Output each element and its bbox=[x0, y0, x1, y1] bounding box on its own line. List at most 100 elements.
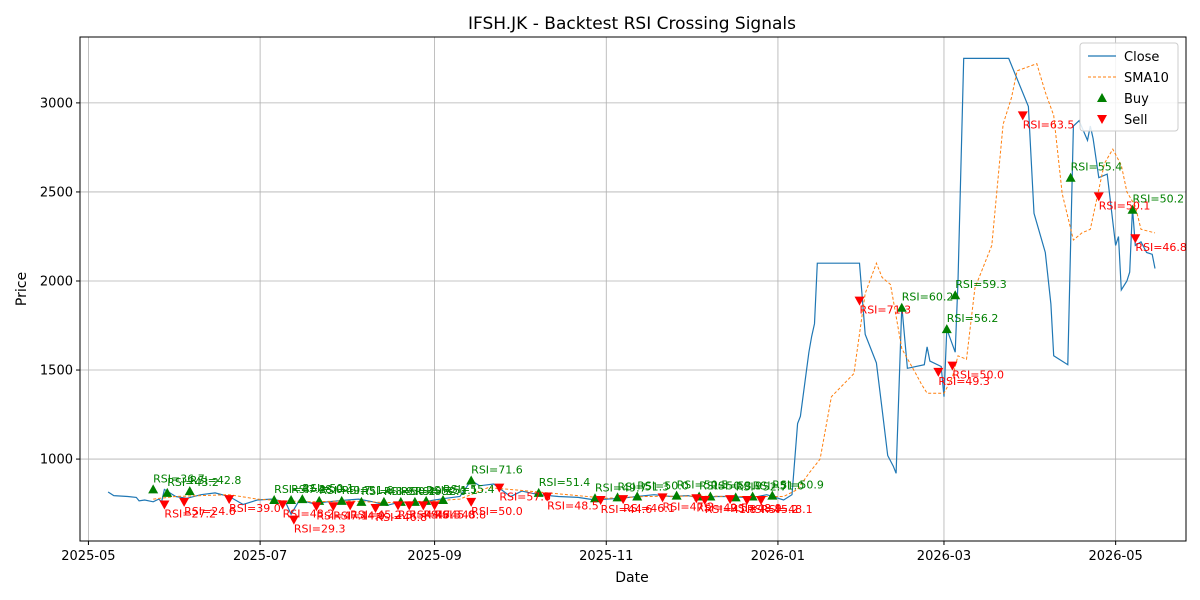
buy-annotation: RSI=50.0 bbox=[637, 479, 689, 492]
sell-marker bbox=[311, 502, 322, 512]
sell-annotation: RSI=50.0 bbox=[471, 505, 523, 518]
sell-marker bbox=[756, 496, 767, 506]
buy-marker bbox=[356, 496, 367, 506]
y-tick-label: 3000 bbox=[40, 96, 73, 111]
buy-annotation: RSI=59.3 bbox=[955, 278, 1007, 291]
sell-marker bbox=[404, 501, 415, 511]
buy-annotation: RSI=50.5 bbox=[677, 479, 729, 492]
buy-annotation: RSI=60.2 bbox=[902, 291, 954, 304]
buy-marker bbox=[148, 484, 159, 494]
buy-marker bbox=[896, 302, 907, 312]
buy-annotation: RSI=51.4 bbox=[539, 476, 591, 489]
chart-title: IFSH.JK - Backtest RSI Crossing Signals bbox=[468, 14, 796, 34]
x-tick-label: 2025-07 bbox=[233, 549, 287, 564]
y-axis-ticks: 1000 1500 2000 2500 3000 bbox=[40, 96, 80, 468]
buy-marker bbox=[269, 495, 280, 505]
sell-annotation: RSI=47.2 bbox=[663, 500, 715, 513]
sell-marker bbox=[618, 495, 629, 505]
buy-marker bbox=[533, 487, 544, 497]
legend-sell-label: Sell bbox=[1124, 113, 1147, 128]
sell-annotation: RSI=47.1 bbox=[316, 509, 368, 522]
sell-annotation: RSI=63.5 bbox=[1023, 118, 1075, 131]
sell-marker bbox=[418, 501, 429, 511]
buy-annotation: RSI=50.2 bbox=[1133, 193, 1185, 206]
sell-marker bbox=[657, 493, 668, 503]
buy-annotation: RSI=49.7 bbox=[319, 484, 371, 497]
buy-marker bbox=[297, 494, 308, 504]
buy-annotation: RSI=42.8 bbox=[190, 474, 242, 487]
sell-marker bbox=[328, 502, 339, 512]
buy-marker bbox=[378, 496, 389, 506]
sell-annotation: RSI=48.9 bbox=[730, 502, 782, 515]
sell-marker bbox=[741, 496, 752, 506]
y-tick-label: 1000 bbox=[40, 453, 73, 468]
x-axis-ticks: 2025-05 2025-07 2025-09 2025-11 2026-01 2026-… bbox=[61, 541, 1143, 564]
buy-annotation: RSI=51.3 bbox=[618, 480, 670, 493]
legend-sell-marker bbox=[1097, 115, 1107, 124]
legend-buy-label: Buy bbox=[1124, 92, 1149, 107]
buy-marker bbox=[438, 495, 449, 505]
buy-annotation: RSI=51.6 bbox=[342, 484, 394, 497]
buy-annotation: RSI=55.4 bbox=[443, 483, 495, 496]
buy-annotation: RSI=50.2 bbox=[384, 485, 436, 498]
buy-marker bbox=[590, 493, 601, 503]
buy-annotation: RSI=36.7 bbox=[153, 472, 205, 485]
buy-marker bbox=[466, 475, 477, 485]
sell-marker bbox=[947, 361, 958, 371]
sell-annotation: RSI=46.8 bbox=[375, 511, 427, 524]
sell-marker bbox=[494, 483, 505, 493]
sell-annotation: RSI=45.2 bbox=[747, 503, 799, 516]
sell-marker bbox=[854, 296, 865, 306]
sell-annotation: RSI=41.8 bbox=[705, 503, 757, 516]
sell-annotation: RSI=71.3 bbox=[860, 304, 912, 317]
legend-buy-marker bbox=[1097, 93, 1107, 102]
plot-frame bbox=[79, 36, 1187, 542]
x-tick-label: 2026-03 bbox=[917, 549, 971, 564]
sell-marker bbox=[595, 496, 606, 506]
x-tick-label: 2025-05 bbox=[61, 549, 115, 564]
sell-annotation: RSI=46.1 bbox=[623, 502, 675, 515]
sell-annotation: RSI=49.3 bbox=[938, 375, 990, 388]
buy-annotation: RSI=49.3 bbox=[401, 485, 453, 498]
sell-marker bbox=[933, 367, 944, 377]
buy-annotation: RSI=50.1 bbox=[302, 482, 354, 495]
buy-annotation: RSI=51.1 bbox=[426, 484, 478, 497]
sell-annotation: RSI=48.1 bbox=[761, 503, 813, 516]
buy-marker bbox=[950, 290, 961, 300]
sell-marker bbox=[1093, 192, 1104, 202]
sell-annotation: RSI=27.2 bbox=[164, 507, 216, 520]
grid bbox=[80, 37, 1186, 541]
sell-annotation: RSI=44.6 bbox=[398, 508, 450, 521]
x-tick-label: 2025-09 bbox=[407, 549, 461, 564]
buy-annotation: RSI=52.7 bbox=[736, 480, 788, 493]
sell-annotation: RSI=44.0 bbox=[333, 509, 385, 522]
buy-annotation: RSI=50.8 bbox=[699, 479, 751, 492]
buy-annotation: RSI=47.2 bbox=[274, 483, 326, 496]
sell-annotation: RSI=45.2 bbox=[350, 508, 402, 521]
sell-annotation: RSI=44.6 bbox=[601, 503, 653, 516]
sell-annotation: RSI=45.0 bbox=[423, 508, 475, 521]
sell-annotation: RSI=24.6 bbox=[184, 505, 236, 518]
sell-annotation: RSI=50.0 bbox=[952, 369, 1004, 382]
sell-annotation: RSI=48.8 bbox=[435, 508, 487, 521]
legend-box bbox=[1079, 42, 1179, 132]
buy-annotation: RSI=48.0 bbox=[291, 483, 343, 496]
y-tick-label: 1500 bbox=[40, 364, 73, 379]
buy-annotation: RSI=50.9 bbox=[772, 479, 824, 492]
sell-annotation: RSI=47.3 bbox=[409, 508, 461, 521]
x-axis-label: Date bbox=[615, 570, 648, 586]
sell-marker bbox=[1017, 111, 1028, 121]
legend: Close SMA10 Buy Sell bbox=[1079, 42, 1179, 132]
sell-marker bbox=[725, 495, 736, 505]
sell-annotation: RSI=48.5 bbox=[547, 499, 599, 512]
x-tick-label: 2026-01 bbox=[751, 549, 805, 564]
buy-marker bbox=[336, 495, 347, 505]
buy-marker bbox=[184, 486, 195, 496]
series-line-sma10 bbox=[153, 63, 1156, 504]
sell-marker bbox=[429, 501, 440, 511]
y-tick-label: 2000 bbox=[40, 274, 73, 289]
sell-marker bbox=[288, 515, 299, 525]
sell-marker bbox=[1130, 234, 1141, 244]
buy-annotation: RSI=48.9 bbox=[361, 485, 413, 498]
